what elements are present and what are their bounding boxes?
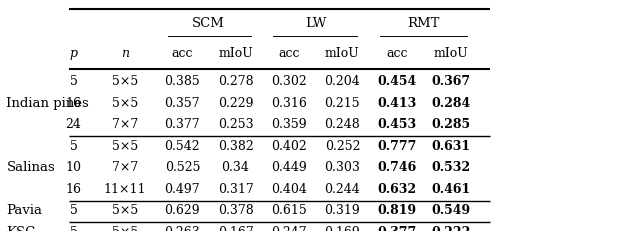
- Text: acc: acc: [172, 47, 193, 60]
- Text: 0.819: 0.819: [377, 204, 417, 216]
- Text: 0.253: 0.253: [218, 118, 253, 131]
- Text: 0.167: 0.167: [218, 225, 253, 231]
- Text: 5: 5: [70, 225, 77, 231]
- Text: 0.367: 0.367: [431, 75, 471, 88]
- Text: 5×5: 5×5: [111, 96, 138, 109]
- Text: 0.34: 0.34: [221, 161, 250, 173]
- Text: n: n: [121, 47, 129, 60]
- Text: 0.302: 0.302: [271, 75, 307, 88]
- Text: 0.285: 0.285: [431, 118, 471, 131]
- Text: mIoU: mIoU: [325, 47, 360, 60]
- Text: 0.359: 0.359: [271, 118, 307, 131]
- Text: RMT: RMT: [408, 17, 440, 30]
- Text: 5: 5: [70, 204, 77, 216]
- Text: 5×5: 5×5: [111, 225, 138, 231]
- Text: acc: acc: [386, 47, 408, 60]
- Text: 0.377: 0.377: [377, 225, 417, 231]
- Text: acc: acc: [278, 47, 300, 60]
- Text: 0.404: 0.404: [271, 182, 307, 195]
- Text: 5: 5: [70, 75, 77, 88]
- Text: mIoU: mIoU: [218, 47, 253, 60]
- Text: 5×5: 5×5: [111, 139, 138, 152]
- Text: 0.453: 0.453: [377, 118, 417, 131]
- Text: 0.615: 0.615: [271, 204, 307, 216]
- Text: 0.378: 0.378: [218, 204, 253, 216]
- Text: 5×5: 5×5: [111, 75, 138, 88]
- Text: 0.402: 0.402: [271, 139, 307, 152]
- Text: mIoU: mIoU: [434, 47, 468, 60]
- Text: 0.632: 0.632: [377, 182, 417, 195]
- Text: 0.319: 0.319: [324, 204, 360, 216]
- Text: 0.542: 0.542: [164, 139, 200, 152]
- Text: 16: 16: [66, 96, 82, 109]
- Text: 0.777: 0.777: [377, 139, 417, 152]
- Text: 0.247: 0.247: [271, 225, 307, 231]
- Text: 0.497: 0.497: [164, 182, 200, 195]
- Text: 0.248: 0.248: [324, 118, 360, 131]
- Text: 0.746: 0.746: [377, 161, 417, 173]
- Text: 0.461: 0.461: [431, 182, 471, 195]
- Text: SCM: SCM: [192, 17, 225, 30]
- Text: 0.525: 0.525: [164, 161, 200, 173]
- Text: 0.549: 0.549: [431, 204, 471, 216]
- Text: 7×7: 7×7: [111, 118, 138, 131]
- Text: Salinas: Salinas: [6, 161, 55, 173]
- Text: 0.222: 0.222: [431, 225, 471, 231]
- Text: 5: 5: [70, 139, 77, 152]
- Text: 0.316: 0.316: [271, 96, 307, 109]
- Text: 0.377: 0.377: [164, 118, 200, 131]
- Text: 0.629: 0.629: [164, 204, 200, 216]
- Text: 0.449: 0.449: [271, 161, 307, 173]
- Text: 5×5: 5×5: [111, 204, 138, 216]
- Text: 0.532: 0.532: [431, 161, 471, 173]
- Text: 0.454: 0.454: [377, 75, 417, 88]
- Text: KSC: KSC: [6, 225, 36, 231]
- Text: LW: LW: [305, 17, 326, 30]
- Text: 0.357: 0.357: [164, 96, 200, 109]
- Text: 0.631: 0.631: [431, 139, 471, 152]
- Text: 0.252: 0.252: [324, 139, 360, 152]
- Text: 0.317: 0.317: [218, 182, 253, 195]
- Text: 0.244: 0.244: [324, 182, 360, 195]
- Text: 24: 24: [66, 118, 81, 131]
- Text: 0.278: 0.278: [218, 75, 253, 88]
- Text: 11×11: 11×11: [104, 182, 146, 195]
- Text: 0.169: 0.169: [324, 225, 360, 231]
- Text: 0.303: 0.303: [324, 161, 360, 173]
- Text: 0.263: 0.263: [164, 225, 200, 231]
- Text: Indian pines: Indian pines: [6, 96, 89, 109]
- Text: Pavia: Pavia: [6, 204, 42, 216]
- Text: 0.382: 0.382: [218, 139, 253, 152]
- Text: 10: 10: [66, 161, 82, 173]
- Text: 0.204: 0.204: [324, 75, 360, 88]
- Text: p: p: [70, 47, 77, 60]
- Text: 0.385: 0.385: [164, 75, 200, 88]
- Text: 7×7: 7×7: [111, 161, 138, 173]
- Text: 16: 16: [66, 182, 82, 195]
- Text: 0.229: 0.229: [218, 96, 253, 109]
- Text: 0.413: 0.413: [377, 96, 417, 109]
- Text: 0.284: 0.284: [431, 96, 471, 109]
- Text: 0.215: 0.215: [324, 96, 360, 109]
